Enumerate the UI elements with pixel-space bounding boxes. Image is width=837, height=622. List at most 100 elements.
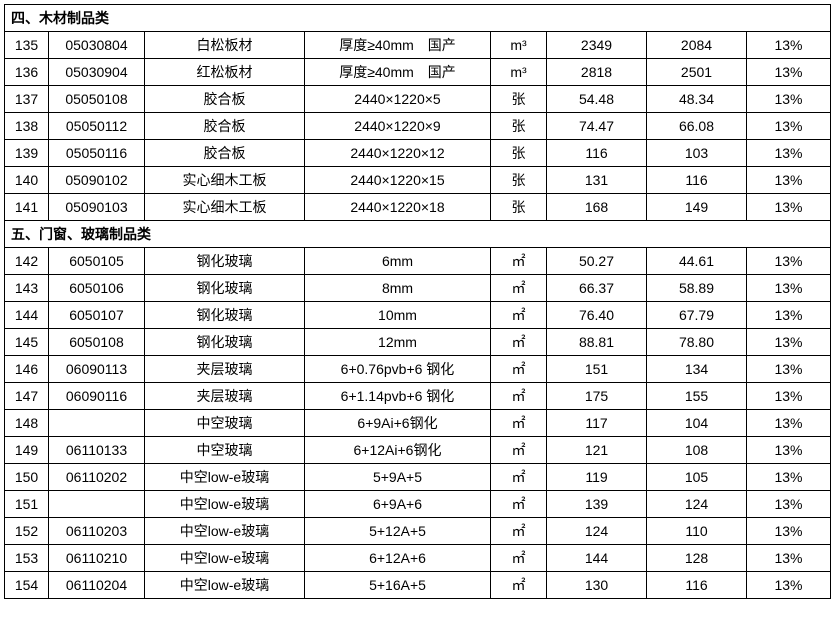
material-code: 05050108	[49, 86, 145, 113]
material-code: 05090103	[49, 194, 145, 221]
row-index: 138	[5, 113, 49, 140]
material-name: 实心细木工板	[145, 167, 305, 194]
row-index: 140	[5, 167, 49, 194]
price-2: 110	[647, 518, 747, 545]
materials-price-table: 四、木材制品类13505030804白松板材厚度≥40mm 国产m³234920…	[4, 4, 831, 599]
specification: 12mm	[305, 329, 491, 356]
unit: m³	[491, 59, 547, 86]
material-name: 钢化玻璃	[145, 248, 305, 275]
price-2: 103	[647, 140, 747, 167]
section-title: 四、木材制品类	[5, 5, 831, 32]
table-row: 13505030804白松板材厚度≥40mm 国产m³2349208413%	[5, 32, 831, 59]
tax-rate: 13%	[747, 437, 831, 464]
unit: ㎡	[491, 545, 547, 572]
price-1: 2818	[547, 59, 647, 86]
unit: ㎡	[491, 491, 547, 518]
material-name: 夹层玻璃	[145, 383, 305, 410]
unit: 张	[491, 86, 547, 113]
tax-rate: 13%	[747, 572, 831, 599]
section-header-row: 四、木材制品类	[5, 5, 831, 32]
material-code: 06090113	[49, 356, 145, 383]
specification: 6+9A+6	[305, 491, 491, 518]
material-code: 6050105	[49, 248, 145, 275]
table-row: 15006110202中空low-e玻璃5+9A+5㎡11910513%	[5, 464, 831, 491]
row-index: 142	[5, 248, 49, 275]
material-code: 6050107	[49, 302, 145, 329]
material-name: 白松板材	[145, 32, 305, 59]
table-row: 13905050116胶合板2440×1220×12张11610313%	[5, 140, 831, 167]
material-code: 06110202	[49, 464, 145, 491]
table-row: 14005090102实心细木工板2440×1220×15张13111613%	[5, 167, 831, 194]
price-2: 134	[647, 356, 747, 383]
table-row: 1456050108钢化玻璃12mm㎡88.8178.8013%	[5, 329, 831, 356]
specification: 2440×1220×5	[305, 86, 491, 113]
specification: 5+16A+5	[305, 572, 491, 599]
price-2: 155	[647, 383, 747, 410]
price-2: 78.80	[647, 329, 747, 356]
row-index: 149	[5, 437, 49, 464]
material-name: 中空low-e玻璃	[145, 518, 305, 545]
price-1: 66.37	[547, 275, 647, 302]
material-code: 6050108	[49, 329, 145, 356]
price-1: 131	[547, 167, 647, 194]
price-1: 168	[547, 194, 647, 221]
tax-rate: 13%	[747, 491, 831, 518]
specification: 2440×1220×15	[305, 167, 491, 194]
specification: 6+9Ai+6钢化	[305, 410, 491, 437]
material-name: 钢化玻璃	[145, 275, 305, 302]
row-index: 141	[5, 194, 49, 221]
price-2: 149	[647, 194, 747, 221]
row-index: 146	[5, 356, 49, 383]
table-row: 15306110210中空low-e玻璃6+12A+6㎡14412813%	[5, 545, 831, 572]
tax-rate: 13%	[747, 113, 831, 140]
price-2: 116	[647, 167, 747, 194]
row-index: 135	[5, 32, 49, 59]
price-1: 130	[547, 572, 647, 599]
specification: 10mm	[305, 302, 491, 329]
table-row: 1446050107钢化玻璃10mm㎡76.4067.7913%	[5, 302, 831, 329]
price-1: 76.40	[547, 302, 647, 329]
unit: ㎡	[491, 356, 547, 383]
unit: ㎡	[491, 248, 547, 275]
tax-rate: 13%	[747, 383, 831, 410]
tax-rate: 13%	[747, 86, 831, 113]
row-index: 137	[5, 86, 49, 113]
unit: 张	[491, 140, 547, 167]
row-index: 144	[5, 302, 49, 329]
specification: 5+9A+5	[305, 464, 491, 491]
material-code: 06110133	[49, 437, 145, 464]
row-index: 139	[5, 140, 49, 167]
material-code: 06110203	[49, 518, 145, 545]
price-2: 116	[647, 572, 747, 599]
price-1: 116	[547, 140, 647, 167]
section-header-row: 五、门窗、玻璃制品类	[5, 221, 831, 248]
material-code: 05030904	[49, 59, 145, 86]
specification: 6+12Ai+6钢化	[305, 437, 491, 464]
specification: 厚度≥40mm 国产	[305, 32, 491, 59]
tax-rate: 13%	[747, 167, 831, 194]
row-index: 153	[5, 545, 49, 572]
tax-rate: 13%	[747, 329, 831, 356]
material-name: 胶合板	[145, 113, 305, 140]
table-row: 13805050112胶合板2440×1220×9张74.4766.0813%	[5, 113, 831, 140]
specification: 6mm	[305, 248, 491, 275]
price-1: 124	[547, 518, 647, 545]
unit: ㎡	[491, 572, 547, 599]
table-row: 14906110133中空玻璃6+12Ai+6钢化㎡12110813%	[5, 437, 831, 464]
specification: 6+0.76pvb+6 钢化	[305, 356, 491, 383]
table-row: 14706090116夹层玻璃6+1.14pvb+6 钢化㎡17515513%	[5, 383, 831, 410]
price-2: 44.61	[647, 248, 747, 275]
price-1: 2349	[547, 32, 647, 59]
tax-rate: 13%	[747, 140, 831, 167]
row-index: 154	[5, 572, 49, 599]
price-1: 175	[547, 383, 647, 410]
tax-rate: 13%	[747, 356, 831, 383]
price-2: 104	[647, 410, 747, 437]
price-1: 74.47	[547, 113, 647, 140]
unit: ㎡	[491, 275, 547, 302]
tax-rate: 13%	[747, 518, 831, 545]
material-name: 中空玻璃	[145, 437, 305, 464]
tax-rate: 13%	[747, 194, 831, 221]
price-2: 124	[647, 491, 747, 518]
row-index: 145	[5, 329, 49, 356]
